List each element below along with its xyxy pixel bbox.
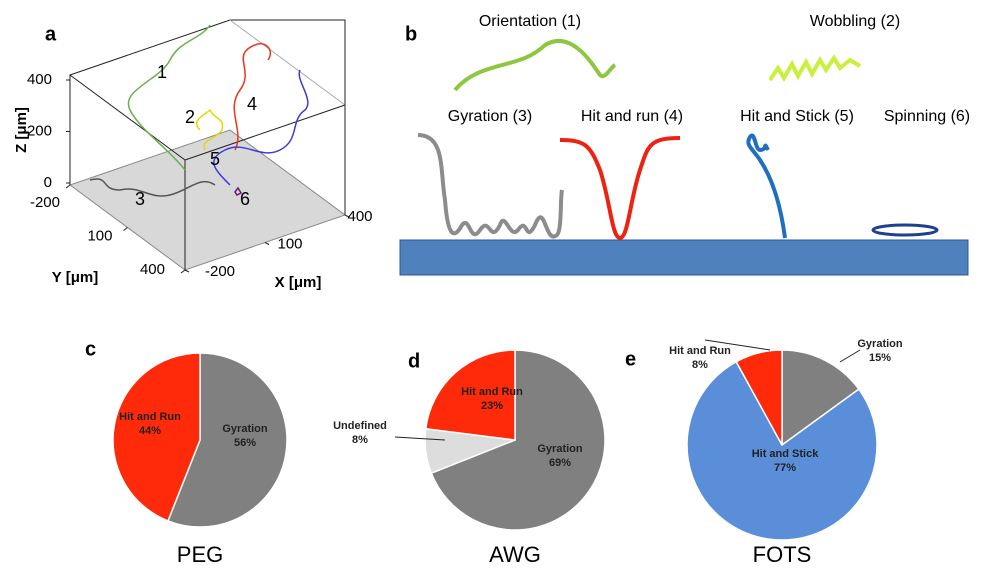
panel-letter: e (625, 348, 636, 370)
slice-percent: 8% (320, 433, 400, 447)
mode-curve (455, 41, 615, 90)
y-tick-label: -200 (30, 194, 60, 211)
panel-letter: d (408, 350, 420, 372)
y-tick (66, 185, 70, 188)
mode-curve (770, 58, 860, 80)
x-tick-label: 100 (277, 235, 302, 252)
slice-name: Hit and Run (452, 385, 532, 399)
z-axis-label: Z [μm] (13, 107, 30, 153)
slice-name: Gyration (520, 442, 600, 456)
mode-label: Hit and run (4) (581, 108, 683, 125)
mode-label: Spinning (6) (884, 108, 970, 125)
y-axis-label: Y [μm] (52, 269, 98, 286)
trajectory-label: 5 (210, 149, 220, 169)
mode-curve (418, 135, 562, 236)
x-tick-label: 400 (347, 208, 372, 225)
trajectory-label: 2 (185, 107, 195, 127)
slice-name: Hit and Run (110, 410, 190, 424)
slice-name: Undefined (320, 419, 400, 433)
pie-caption: PEG (177, 542, 223, 567)
figure: a 0 200 400 -200 100 400 -200 100 400 Z [μm] Y [μm]… (0, 0, 991, 577)
chart: a 0 200 400 -200 100 400 -200 100 400 Z [μm] Y [μm]… (0, 0, 991, 577)
z-tick-label: 0 (44, 174, 52, 191)
panel-letter: a (45, 23, 57, 45)
pie-caption: FOTS (753, 542, 812, 567)
z-tick-label: 400 (27, 71, 52, 88)
x-tick (265, 243, 269, 245)
y-tick-label: 100 (87, 227, 112, 244)
z-tick-label: 200 (27, 122, 52, 139)
pie-caption: AWG (489, 542, 541, 567)
y-tick-label: 400 (140, 261, 165, 278)
trajectory-label: 6 (240, 189, 250, 209)
slice-percent: 44% (110, 424, 190, 438)
slice-percent: 15% (840, 351, 920, 365)
panel-letter: b (405, 23, 417, 45)
x-tick-label: -200 (205, 263, 235, 280)
spin-ring (873, 225, 937, 235)
y-tick (181, 270, 185, 273)
mode-label: Wobbling (2) (810, 13, 900, 30)
x-tick (185, 270, 189, 272)
trajectory-label: 1 (157, 62, 167, 82)
slice-percent: 77% (745, 461, 825, 475)
surface (400, 240, 968, 275)
trajectory-label: 3 (135, 189, 145, 209)
mode-label: Hit and Stick (5) (740, 108, 854, 125)
x-axis-label: X [μm] (275, 274, 322, 291)
mode-curve (560, 138, 680, 238)
slice-name: Gyration (205, 422, 285, 436)
slice-percent: 69% (520, 456, 600, 470)
panel-letter: c (85, 338, 96, 360)
slice-percent: 23% (452, 399, 532, 413)
slice-percent: 8% (660, 358, 740, 372)
slice-name: Gyration (840, 337, 920, 351)
y-tick (124, 228, 128, 231)
slice-name: Hit and Stick (745, 447, 825, 461)
mode-label: Orientation (1) (479, 13, 581, 30)
mode-curve (748, 136, 785, 238)
mode-label: Gyration (3) (448, 108, 532, 125)
slice-percent: 56% (205, 436, 285, 450)
trajectory-label: 4 (247, 94, 257, 114)
slice-name: Hit and Run (660, 344, 740, 358)
